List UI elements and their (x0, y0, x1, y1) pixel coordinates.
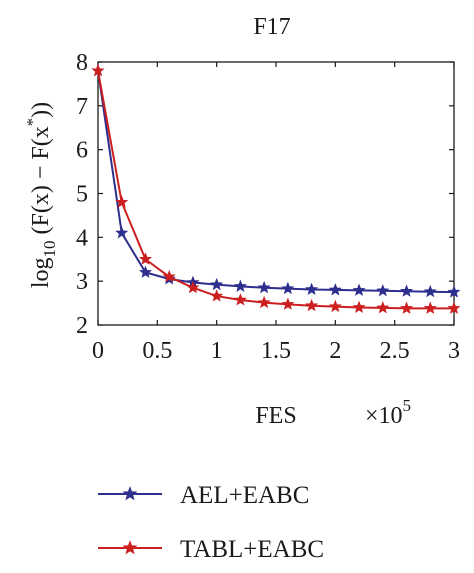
x-tick-label: 0.5 (142, 338, 172, 364)
data-point (400, 284, 414, 297)
data-point (328, 299, 342, 313)
data-point (328, 283, 342, 296)
data-point (305, 298, 319, 312)
x-axis-multiplier: ×105 (365, 396, 411, 429)
series-lines (91, 63, 461, 314)
data-point (210, 289, 224, 302)
series-line-2 (97, 70, 454, 310)
data-point (91, 63, 105, 77)
data-point (423, 284, 437, 298)
data-point (305, 282, 319, 296)
data-point (138, 265, 152, 278)
data-point (447, 301, 461, 314)
data-point (257, 295, 271, 309)
data-point (233, 293, 247, 306)
y-axis-ticks: 2 3 4 5 6 7 8 (76, 50, 454, 339)
x-tick-label: 1.5 (261, 338, 291, 364)
data-point (186, 280, 200, 294)
legend-label: TABL+EABC (180, 536, 324, 563)
y-tick-label: 8 (76, 50, 88, 76)
x-axis-label: FES (255, 403, 296, 429)
y-tick-label: 2 (76, 313, 88, 339)
data-point (115, 195, 129, 208)
x-tick-label: 2.5 (380, 338, 410, 364)
legend-marker (122, 540, 138, 555)
chart-title: F17 (253, 14, 290, 40)
y-tick-label: 5 (76, 182, 88, 208)
y-tick-label: 3 (76, 269, 88, 295)
data-point (138, 252, 152, 265)
y-tick-label: 6 (76, 138, 88, 164)
data-point (210, 277, 224, 291)
x-axis-ticks: 0 0.5 1 1.5 2 2.5 3 (92, 62, 460, 364)
data-point (376, 283, 390, 297)
data-point (115, 226, 129, 239)
data-point (352, 300, 366, 313)
data-point (162, 269, 176, 283)
y-axis-label: log10 (F(x) − F(x*)) (23, 102, 59, 288)
data-point (400, 301, 414, 314)
x-tick-label: 3 (448, 338, 460, 364)
legend: AEL+EABC TABL+EABC (98, 482, 324, 563)
legend-marker (122, 486, 138, 501)
legend-label: AEL+EABC (180, 482, 309, 509)
data-point (447, 285, 461, 298)
plot-axes (97, 61, 455, 326)
y-tick-label: 7 (76, 94, 88, 120)
y-tick-label: 4 (76, 225, 88, 251)
series-line-1 (97, 70, 455, 294)
data-point (281, 281, 295, 295)
data-point (376, 301, 390, 314)
data-point (257, 280, 271, 294)
x-tick-label: 0 (92, 338, 104, 364)
data-point (281, 297, 295, 310)
data-point (233, 279, 247, 292)
x-tick-label: 1 (211, 338, 223, 364)
x-tick-label: 2 (329, 338, 341, 364)
data-point (423, 301, 437, 314)
plot-frame (97, 61, 455, 326)
data-point (352, 283, 366, 296)
